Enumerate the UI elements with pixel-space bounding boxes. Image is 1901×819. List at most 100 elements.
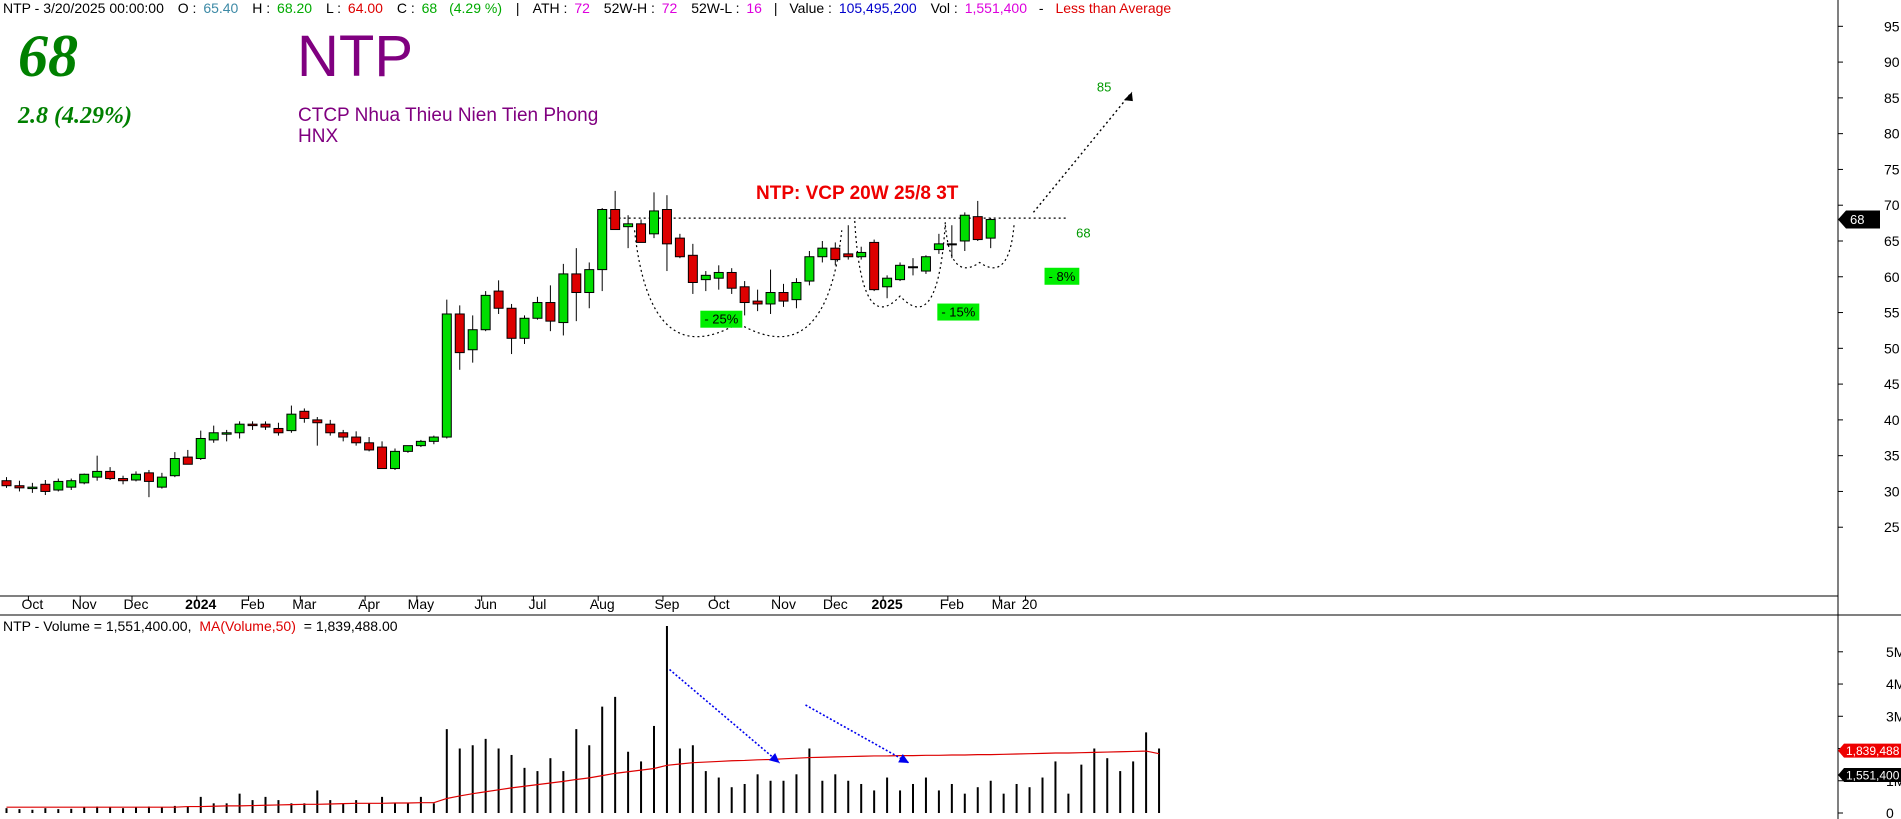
price-tick-label: 90: [1884, 54, 1900, 70]
candle-up: [817, 247, 828, 258]
vol-note: Less than Average: [1055, 0, 1171, 16]
close-value: 68: [422, 0, 438, 16]
candle-down: [687, 254, 698, 283]
volume-tick-label: 5M: [1886, 644, 1901, 660]
drawdown-label: - 15%: [941, 305, 975, 320]
candle-down: [351, 436, 362, 444]
ticker-symbol: NTP: [297, 24, 413, 89]
candle-up: [286, 413, 297, 432]
time-tick-label: Mar: [992, 596, 1016, 612]
ma50-line: [6, 750, 1160, 808]
target-arrow-line: [1032, 91, 1133, 213]
candle-down: [726, 271, 737, 289]
time-tick-label: Apr: [358, 596, 380, 612]
candle-up: [79, 473, 90, 484]
low-value: 64.00: [348, 0, 383, 16]
close-change: (4.29 %): [449, 0, 502, 16]
candle-down: [778, 292, 789, 302]
drawdown-label: - 8%: [1049, 269, 1076, 284]
candle-down: [1, 480, 12, 487]
price-tick-label: 55: [1884, 305, 1900, 321]
exchange-name: HNX: [298, 126, 338, 147]
company-name: CTCP Nhua Thieu Nien Tien Phong: [298, 105, 598, 126]
candle-up: [156, 476, 167, 488]
time-tick-label: Jun: [474, 596, 497, 612]
time-tick-label: Nov: [72, 596, 97, 612]
high-value: 68.20: [277, 0, 312, 16]
price-annotation: 68: [1076, 225, 1090, 240]
candle-down: [752, 300, 763, 305]
price-tick-label: 75: [1884, 161, 1900, 177]
price-tick-label: 50: [1884, 340, 1900, 356]
w52h-value: 72: [662, 0, 678, 16]
candle-down: [545, 302, 556, 322]
candle-down: [105, 470, 116, 480]
high-label: H :: [252, 0, 270, 16]
candle-up: [66, 480, 77, 488]
candle-up: [597, 209, 608, 271]
price-tick-label: 70: [1884, 197, 1900, 213]
volume-tick-label: 0: [1886, 805, 1894, 819]
time-tick-label: Jul: [528, 596, 546, 612]
w52l-value: 16: [746, 0, 762, 16]
vol-label: Vol :: [931, 0, 958, 16]
candle-up: [53, 480, 64, 491]
time-tick-label: Oct: [708, 596, 730, 612]
candle-down: [830, 247, 841, 261]
candle-down: [299, 410, 310, 419]
time-tick-label: Aug: [590, 596, 615, 612]
price-tick-label: 95: [1884, 18, 1900, 34]
time-tick-label: Nov: [771, 596, 796, 612]
candle-down: [869, 241, 880, 291]
price-tick-label: 30: [1884, 483, 1900, 499]
time-tick-label: 20: [1022, 596, 1038, 612]
candle-up: [441, 313, 452, 438]
candle-up: [649, 210, 659, 235]
price-change: 2.8 (4.29%): [17, 103, 132, 129]
candle-up: [804, 256, 815, 282]
candle-down: [843, 253, 854, 258]
price-annotation: 85: [1097, 79, 1111, 94]
candle-up: [623, 223, 634, 228]
candle-down: [40, 483, 51, 492]
price-tick-label: 65: [1884, 233, 1900, 249]
candle-up: [946, 243, 957, 246]
vol-last-label: 1,551,400: [1846, 769, 1900, 783]
time-tick-label: Feb: [940, 596, 964, 612]
time-tick-label: Mar: [292, 596, 316, 612]
ma-label: MA(Volume,50): [199, 618, 295, 634]
candle-up: [169, 458, 180, 477]
candle-down: [610, 209, 621, 231]
volume-pane: 01M2M3M4M5M: [5, 626, 1901, 819]
target-arrow-head: [1123, 92, 1133, 102]
vol-last-marker: 1,551,400: [1838, 768, 1901, 783]
candle-up: [908, 266, 918, 269]
time-tick-label: Dec: [124, 596, 149, 612]
candle-up: [895, 264, 906, 281]
candle-up: [92, 470, 103, 478]
candle-down: [338, 432, 349, 438]
candle-down: [674, 237, 685, 258]
ath-value: 72: [574, 0, 590, 16]
time-tick-label: May: [408, 596, 434, 612]
base-arc-8: [944, 225, 1015, 269]
time-tick-label: Sep: [654, 596, 679, 612]
header-info-line: NTP - 3/20/2025 00:00:00 O : 65.40 H : 6…: [3, 0, 1171, 16]
volume-decline-arrow-2: [805, 704, 910, 764]
vol-value: 1,551,400: [965, 0, 1027, 16]
volume-decline-arrow-2-head: [898, 754, 910, 764]
last-price-marker: 68: [1838, 210, 1880, 229]
candle-down: [325, 423, 336, 434]
candle-down: [247, 423, 258, 427]
candle-down: [143, 472, 154, 482]
candle-up: [933, 243, 944, 251]
w52l-label: 52W-L :: [691, 0, 739, 16]
volume-decline-arrow-1-head: [768, 752, 780, 764]
candle-up: [882, 277, 893, 288]
pattern-annotations: - 25% - 15% - 8% 68 85: [700, 79, 1111, 328]
candle-up: [959, 214, 970, 242]
big-price: 68: [18, 23, 78, 89]
candle-down: [636, 223, 647, 243]
candle-up: [195, 437, 206, 460]
